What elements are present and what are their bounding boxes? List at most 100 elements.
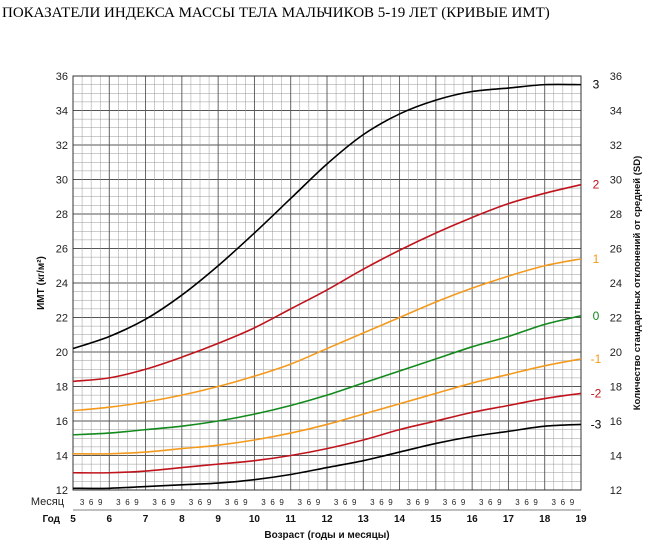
month-tick-label: 9 [207,498,212,507]
month-tick-label: 9 [425,498,430,507]
month-tick-label: 6 [198,498,203,507]
x-tick-label: 11 [285,514,296,525]
x-axis-label: Возраст (годы и месяцы) [264,530,389,541]
x-tick-label: 6 [107,514,113,525]
series-label-sd--3: -3 [591,417,602,431]
x-tick-label: 15 [430,514,442,525]
month-tick-label: 9 [316,498,321,507]
month-tick-label: 9 [171,498,176,507]
year-row-label: Год [43,514,61,525]
series-lines [72,83,582,490]
series-line-sd-0 [72,314,582,436]
month-tick-label: 6 [524,498,529,507]
month-tick-label: 6 [379,498,384,507]
month-tick-label: 6 [125,498,130,507]
series-line-sd-3 [72,83,582,350]
month-tick-label: 9 [279,498,284,507]
x-tick-label: 18 [539,514,551,525]
month-tick-label: 9 [352,498,357,507]
series-label-sd--2: -2 [591,386,602,400]
y-tick-label-right: 20 [610,347,622,359]
x-tick-label: 9 [215,514,221,525]
x-tick-label: 19 [575,514,587,525]
y-tick-label: 12 [56,485,68,497]
y-tick-label-right: 26 [610,244,622,256]
x-tick-label: 10 [249,514,261,525]
y-tick-label-right: 28 [610,209,622,221]
month-tick-label: 3 [152,498,157,507]
month-tick-label: 3 [261,498,266,507]
month-tick-label: 6 [161,498,166,507]
series-line-sd--2 [72,392,582,474]
y-tick-label: 16 [56,416,68,428]
y-tick-label-right: 16 [610,416,622,428]
series-label-sd-2: 2 [593,178,600,192]
y-tick-label: 36 [56,71,68,83]
month-tick-label: 3 [406,498,411,507]
month-tick-label: 6 [89,498,94,507]
y-axis-label-right: Количество стандартных отклонений от сре… [632,156,643,411]
x-tick-label: 7 [143,514,149,525]
month-tick-label: 9 [243,498,248,507]
y-tick-label: 14 [56,451,68,463]
month-tick-label: 3 [552,498,557,507]
y-tick-label: 18 [56,382,68,394]
y-tick-label-right: 24 [610,278,622,290]
month-tick-label: 3 [116,498,121,507]
y-tick-label: 28 [56,209,68,221]
y-tick-label: 20 [56,347,68,359]
month-tick-label: 6 [343,498,348,507]
month-tick-label: 9 [497,498,502,507]
series-line-sd-1 [72,258,582,412]
grid [72,75,582,511]
month-tick-label: 3 [225,498,230,507]
x-tick-label: 16 [467,514,479,525]
month-tick-label: 3 [80,498,85,507]
month-tick-label: 3 [370,498,375,507]
month-tick-label: 3 [443,498,448,507]
x-tick-label: 14 [394,514,406,525]
y-tick-label-right: 14 [610,451,622,463]
y-tick-label-right: 12 [610,485,622,497]
series-line-sd--1 [72,358,582,455]
y-tick-label: 26 [56,244,68,256]
month-tick-label: 6 [234,498,239,507]
x-tick-label: 5 [70,514,76,525]
chart-title: ПОКАЗАТЕЛИ ИНДЕКСА МАССЫ ТЕЛА МАЛЬЧИКОВ … [2,5,550,21]
month-tick-label: 6 [270,498,275,507]
month-tick-label: 3 [515,498,520,507]
x-tick-label: 17 [503,514,515,525]
month-tick-label: 3 [189,498,194,507]
y-tick-label: 34 [56,106,68,118]
y-tick-label-right: 32 [610,140,622,152]
x-tick-label: 8 [179,514,185,525]
series-label-sd-1: 1 [593,252,600,266]
x-tick-label: 13 [358,514,370,525]
month-tick-label: 9 [388,498,393,507]
y-tick-label: 22 [56,313,68,325]
month-tick-label: 3 [479,498,484,507]
y-tick-label-right: 36 [610,71,622,83]
month-tick-label: 9 [134,498,139,507]
series-label-sd-0: 0 [593,309,600,323]
month-tick-label: 9 [533,498,538,507]
series-line-sd--3 [72,423,582,490]
month-tick-label: 3 [298,498,303,507]
month-row-label: Месяц [31,496,65,508]
month-tick-label: 6 [488,498,493,507]
y-tick-label: 32 [56,140,68,152]
y-tick-label-right: 22 [610,313,622,325]
month-tick-label: 9 [570,498,575,507]
month-tick-label: 6 [307,498,312,507]
series-label-sd-3: 3 [593,78,600,92]
plot-frame [72,75,582,491]
month-tick-label: 9 [98,498,103,507]
series-label-sd--1: -1 [591,352,602,366]
y-tick-label-right: 18 [610,382,622,394]
month-tick-label: 6 [415,498,420,507]
y-tick-label-right: 34 [610,106,622,118]
x-tick-label: 12 [321,514,333,525]
month-tick-label: 6 [561,498,566,507]
